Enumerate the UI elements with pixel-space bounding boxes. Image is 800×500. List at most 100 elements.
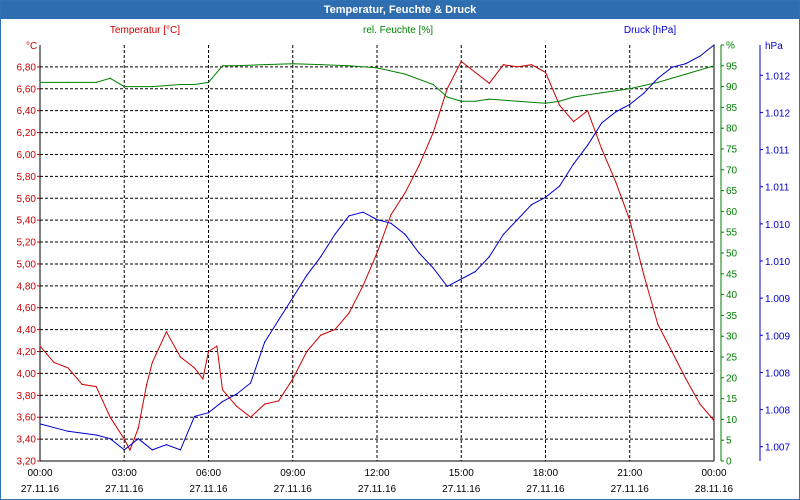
y-right2-unit: hPa bbox=[765, 41, 783, 52]
data-point bbox=[292, 63, 294, 65]
data-point bbox=[699, 403, 701, 405]
data-point bbox=[216, 345, 218, 347]
data-point bbox=[129, 449, 131, 451]
x-tick-date: 28.11.16 bbox=[695, 484, 734, 495]
data-point bbox=[516, 100, 519, 102]
data-point bbox=[306, 350, 308, 353]
y-right1-tick-label: 85 bbox=[726, 103, 738, 114]
data-point bbox=[488, 98, 490, 100]
y-right1-tick-label: 25 bbox=[726, 353, 738, 364]
grid bbox=[39, 45, 715, 462]
y-left-tick-label: 6,80 bbox=[17, 62, 37, 73]
x-tick-date: 27.11.16 bbox=[274, 484, 313, 495]
data-point bbox=[193, 415, 196, 418]
axes bbox=[37, 44, 763, 462]
data-point bbox=[123, 438, 125, 440]
data-point bbox=[221, 400, 224, 403]
y-right1-tick-label: 40 bbox=[726, 290, 738, 301]
data-point bbox=[179, 449, 182, 451]
y-left-tick-label: 6,60 bbox=[17, 84, 37, 95]
data-point bbox=[123, 449, 125, 451]
data-point bbox=[601, 92, 603, 94]
data-point bbox=[165, 331, 167, 333]
data-point bbox=[376, 67, 378, 69]
data-point bbox=[544, 196, 547, 198]
y-left-tick-label: 4,60 bbox=[17, 303, 37, 314]
data-point bbox=[418, 164, 420, 167]
y-right1-tick-label: 95 bbox=[726, 61, 738, 72]
data-point bbox=[348, 215, 350, 217]
y-left-tick-label: 4,40 bbox=[17, 325, 37, 336]
data-point bbox=[193, 367, 196, 369]
data-point bbox=[418, 252, 420, 254]
data-point bbox=[250, 416, 252, 418]
data-point bbox=[250, 382, 252, 384]
series-group bbox=[39, 44, 715, 452]
y-right2-tick-label: 1.010 bbox=[765, 257, 790, 268]
data-point bbox=[629, 103, 631, 106]
data-point bbox=[137, 438, 139, 440]
y-right1-tick-label: 80 bbox=[726, 124, 738, 135]
data-point bbox=[179, 356, 182, 358]
data-point bbox=[278, 319, 280, 321]
data-point bbox=[146, 383, 148, 385]
data-point bbox=[516, 218, 519, 221]
data-point bbox=[221, 389, 224, 391]
y-left-tick-label: 5,80 bbox=[17, 172, 37, 183]
y-left-tick-label: 5,00 bbox=[17, 259, 37, 270]
y-right1-tick-label: 0 bbox=[726, 457, 732, 468]
data-point bbox=[264, 341, 266, 343]
legend-temperature: Temperatur [°C] bbox=[110, 25, 180, 36]
data-point bbox=[446, 96, 448, 98]
y-right1-tick-label: 60 bbox=[726, 207, 738, 218]
y-right1-tick-label: 50 bbox=[726, 249, 738, 260]
data-point bbox=[558, 185, 561, 187]
labels: 3,20 3,40 3,60 3,80 4,00 4,20 4,40 4,60 4,80 5,00… bbox=[17, 25, 791, 495]
data-point bbox=[151, 361, 153, 364]
x-tick-time: 12:00 bbox=[364, 468, 389, 479]
data-point bbox=[320, 256, 322, 258]
x-tick-date: 27.11.16 bbox=[526, 484, 565, 495]
y-left-tick-label: 4,00 bbox=[17, 369, 37, 380]
data-point bbox=[657, 77, 659, 80]
data-point bbox=[643, 274, 645, 276]
window-title: Temperatur, Feuchte & Druck bbox=[1, 1, 799, 19]
data-point bbox=[95, 385, 97, 388]
x-tick-time: 00:00 bbox=[701, 468, 726, 479]
data-point bbox=[109, 77, 111, 79]
data-point bbox=[109, 438, 111, 440]
data-point bbox=[530, 64, 533, 66]
data-point bbox=[264, 63, 266, 66]
data-point bbox=[460, 278, 462, 280]
data-point bbox=[474, 270, 476, 273]
data-point bbox=[530, 204, 533, 206]
data-point bbox=[516, 66, 519, 68]
data-point bbox=[390, 214, 392, 216]
y-left-tick-label: 6,00 bbox=[17, 150, 37, 161]
y-right1-tick-label: 90 bbox=[726, 82, 738, 93]
data-point bbox=[151, 86, 153, 88]
data-point bbox=[278, 400, 280, 402]
x-tick-time: 21:00 bbox=[617, 468, 642, 479]
y-right2-tick-label: 1.009 bbox=[765, 294, 790, 305]
y-right2-tick-label: 1.007 bbox=[765, 443, 790, 454]
data-point bbox=[446, 285, 448, 288]
data-point bbox=[109, 416, 111, 418]
y-right2-tick-label: 1.011 bbox=[765, 146, 790, 157]
data-point bbox=[713, 419, 715, 422]
data-point bbox=[207, 81, 210, 84]
data-point bbox=[264, 403, 266, 405]
data-point bbox=[558, 104, 561, 106]
data-point bbox=[334, 233, 336, 236]
data-point bbox=[615, 181, 617, 183]
x-tick-time: 00:00 bbox=[27, 468, 52, 479]
y-right1-tick-label: 10 bbox=[726, 415, 738, 426]
data-point bbox=[207, 350, 210, 353]
data-point bbox=[292, 378, 294, 380]
y-right2-tick-label: 1.008 bbox=[765, 368, 790, 379]
data-point bbox=[601, 122, 603, 124]
data-point bbox=[601, 148, 603, 150]
data-point bbox=[713, 65, 715, 67]
data-point bbox=[235, 65, 238, 67]
